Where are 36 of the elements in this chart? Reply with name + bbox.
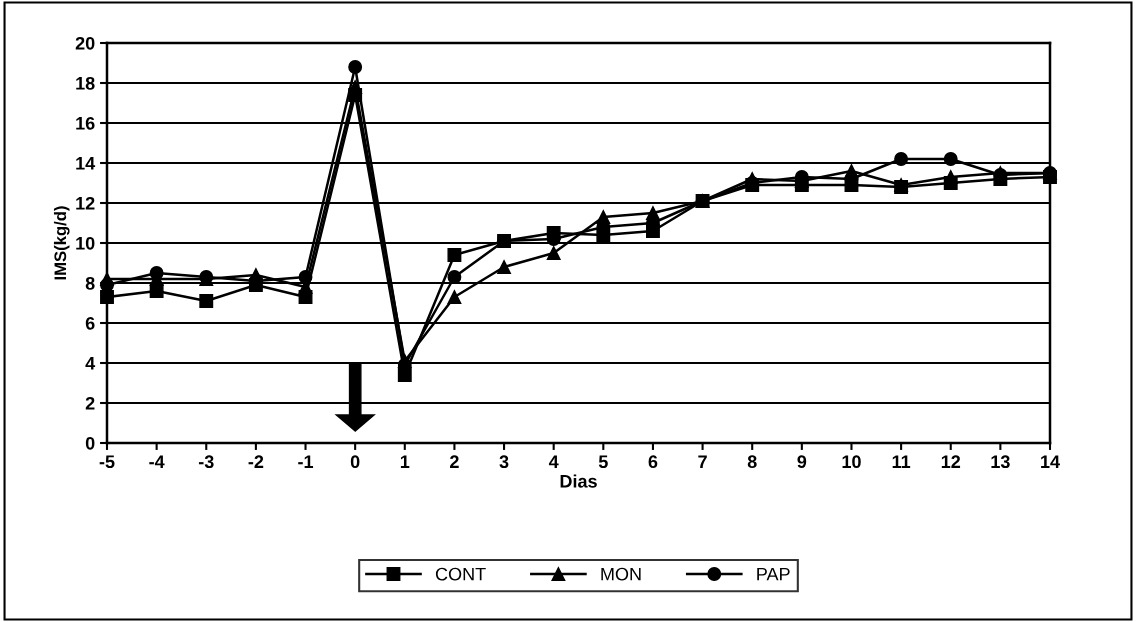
y-tick-label: 8 — [85, 276, 95, 290]
x-tick-label: 9 — [797, 455, 807, 469]
y-tick-label: 18 — [76, 76, 95, 90]
x-tick-label: -2 — [248, 455, 264, 468]
x-tick-label: -4 — [149, 455, 165, 468]
x-tick-label: 12 — [941, 455, 961, 468]
y-tick-label: 6 — [85, 316, 95, 330]
x-tick-label: -1 — [298, 455, 314, 468]
x-tick-label: 7 — [698, 455, 707, 468]
x-tick-label: 1 — [400, 455, 410, 468]
x-tick-label: 4 — [548, 455, 559, 468]
y-tick-label: 14 — [76, 157, 96, 170]
x-tick-label: 8 — [747, 455, 757, 469]
y-tick-label: 10 — [76, 236, 95, 250]
x-tick-label: 10 — [842, 455, 861, 469]
x-tick-label: 2 — [450, 455, 459, 468]
y-tick-label: 0 — [85, 436, 95, 450]
x-tick-label: 0 — [350, 455, 360, 469]
x-tick-label: 14 — [1041, 455, 1060, 468]
y-axis-title: IMS(kg/d) — [53, 206, 70, 280]
x-tick-label: 3 — [499, 455, 509, 469]
legend-label: PAP — [757, 567, 790, 581]
x-tick-label: 11 — [892, 455, 911, 468]
x-tick-label: 5 — [598, 455, 608, 469]
x-tick-label: -3 — [198, 455, 214, 469]
y-tick-label: 12 — [76, 196, 95, 210]
y-tick-label: 20 — [75, 36, 95, 50]
y-tick-label: 2 — [85, 396, 95, 410]
x-tick-label: 13 — [991, 455, 1010, 469]
x-tick-label: 6 — [648, 455, 658, 469]
y-tick-label: 16 — [76, 116, 95, 130]
x-axis-title: Dias — [560, 474, 597, 488]
legend-label: MON — [601, 567, 641, 581]
x-tick-label: -5 — [99, 455, 115, 469]
y-tick-label: 4 — [85, 357, 96, 370]
legend-label: CONT — [435, 567, 486, 581]
